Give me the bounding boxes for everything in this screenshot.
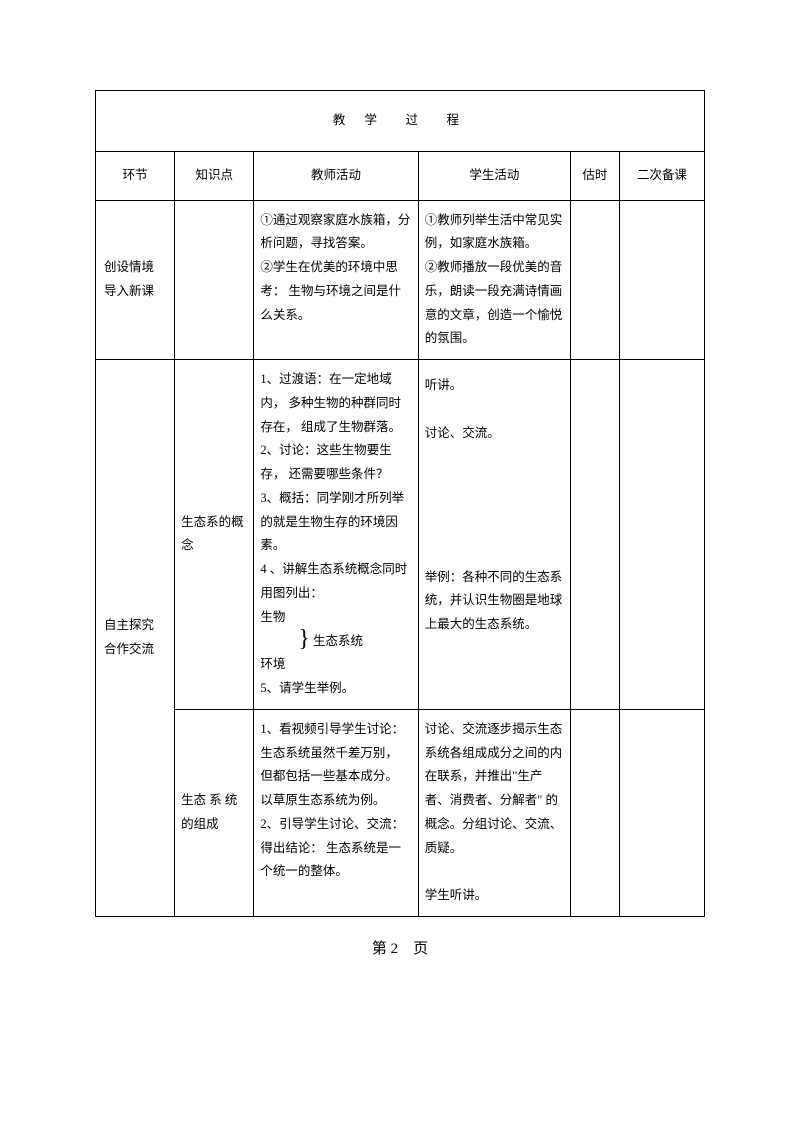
table-header-row: 环节 知识点 教师活动 学生活动 估时 二次备课: [96, 151, 705, 200]
time-cell: [570, 200, 619, 360]
diagram-eco: 生态系统: [313, 630, 363, 654]
table-row: 生态 系 统的组成 1、看视频引导学生讨论：生态系统虽然千差万别， 但都包括一些…: [96, 709, 705, 916]
time-cell: [570, 709, 619, 916]
notes-cell: [619, 709, 704, 916]
knowledge-cell: 生态 系 统的组成: [175, 709, 254, 916]
table-row: 自主探究 合作交流 生态系的概念 1、过渡语：在一定地域内， 多种生物的种群同时…: [96, 360, 705, 710]
header-knowledge: 知识点: [175, 151, 254, 200]
header-student: 学生活动: [418, 151, 570, 200]
header-teacher: 教师活动: [254, 151, 418, 200]
diagram-env: 环境: [260, 657, 285, 671]
teacher-cell: 1、看视频引导学生讨论：生态系统虽然千差万别， 但都包括一些基本成分。 以草原生…: [254, 709, 418, 916]
page-number: 第 2 页: [95, 937, 705, 958]
table-title: 教 学 过 程: [96, 91, 705, 152]
knowledge-cell: [175, 200, 254, 360]
header-notes: 二次备课: [619, 151, 704, 200]
knowledge-cell: 生态系的概念: [175, 360, 254, 710]
stage-cell: 创设情境 导入新课: [96, 200, 175, 360]
teaching-process-table: 教 学 过 程 环节 知识点 教师活动 学生活动 估时 二次备课 创设情境 导入…: [95, 90, 705, 917]
bracket-icon: }: [298, 630, 310, 649]
notes-cell: [619, 360, 704, 710]
diagram-bio: 生物: [260, 610, 285, 624]
teacher-cell: ①通过观察家庭水族箱，分析问题，寻找答案。 ②学生在优美的环境中思考： 生物与环…: [254, 200, 418, 360]
student-cell: 讨论、交流逐步揭示生态系统各组成成分之间的内在联系，并推出"生产者、消费者、分解…: [418, 709, 570, 916]
table-row: 创设情境 导入新课 ①通过观察家庭水族箱，分析问题，寻找答案。 ②学生在优美的环…: [96, 200, 705, 360]
teacher-cell: 1、过渡语：在一定地域内， 多种生物的种群同时存在， 组成了生物群落。 2、讨论…: [254, 360, 418, 710]
stage-cell: 自主探究 合作交流: [96, 360, 175, 917]
header-time: 估时: [570, 151, 619, 200]
header-stage: 环节: [96, 151, 175, 200]
notes-cell: [619, 200, 704, 360]
table-title-row: 教 学 过 程: [96, 91, 705, 152]
time-cell: [570, 360, 619, 710]
student-cell: 听讲。 讨论、交流。 举例：各种不同的生态系统，并认识生物圈是地球上最大的生态系…: [418, 360, 570, 710]
student-cell: ①教师列举生活中常见实例，如家庭水族箱。 ②教师播放一段优美的音乐，朗读一段充满…: [418, 200, 570, 360]
